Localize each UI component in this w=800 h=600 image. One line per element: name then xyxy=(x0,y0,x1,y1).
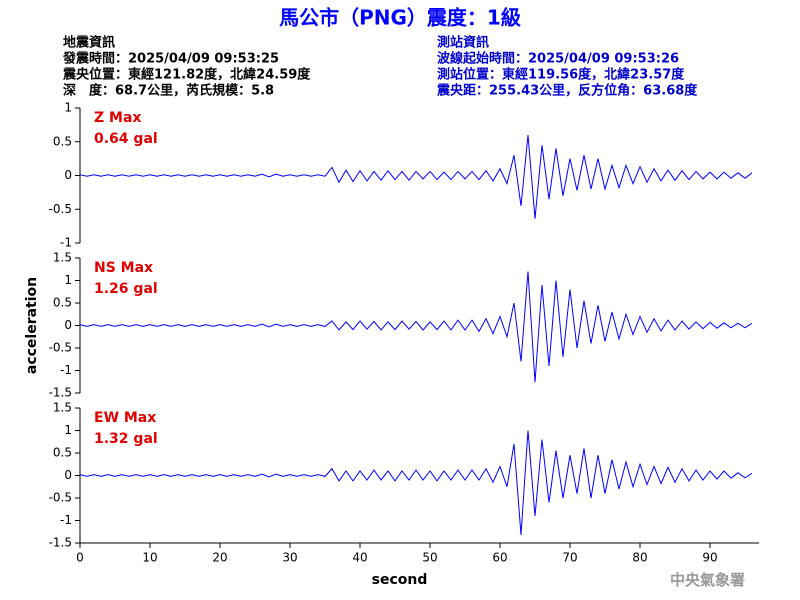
y-tick-label: 1.5 xyxy=(53,251,72,265)
annotation: 1.32 gal xyxy=(94,431,158,447)
x-tick-label: 80 xyxy=(632,551,647,565)
y-tick-label: -0.5 xyxy=(49,491,72,505)
waveform xyxy=(79,430,753,535)
info-text: 地震資訊 xyxy=(63,35,115,51)
annotation: EW Max xyxy=(94,410,156,426)
y-tick-label: -1.5 xyxy=(49,536,72,550)
info-text: 深 度：68.7公里，芮氏規模：5.8 xyxy=(63,83,274,99)
x-tick-label: 30 xyxy=(282,551,297,565)
x-tick-label: 10 xyxy=(142,551,157,565)
info-text: 發震時間：2025/04/09 09:53:25 xyxy=(62,51,279,67)
x-tick-label: 70 xyxy=(562,551,577,565)
waveform xyxy=(79,134,753,219)
y-tick-label: 0.5 xyxy=(53,446,72,460)
y-tick-label: -1 xyxy=(60,236,72,250)
y-tick-label: -0.5 xyxy=(49,341,72,355)
x-tick-label: 50 xyxy=(422,551,437,565)
info-text: 波線起始時間：2025/04/09 09:53:26 xyxy=(437,51,679,67)
y-tick-label: -1 xyxy=(60,513,72,527)
x-axis-label: second xyxy=(372,572,428,588)
annotation: Z Max xyxy=(94,110,141,126)
annotation: NS Max xyxy=(94,260,153,276)
y-tick-label: -1 xyxy=(60,363,72,377)
info-text: 震央位置：東經121.82度，北緯24.59度 xyxy=(62,67,311,83)
info-text: 測站資訊 xyxy=(437,35,489,51)
info-text: 測站位置：東經119.56度，北緯23.57度 xyxy=(437,67,685,83)
y-tick-label: -1.5 xyxy=(49,386,72,400)
footer: 中央氣象署 xyxy=(670,571,745,589)
info-text: 震央距：255.43公里，反方位角：63.68度 xyxy=(436,83,698,99)
waveform xyxy=(79,271,753,383)
x-tick-label: 90 xyxy=(702,551,717,565)
y-tick-label: 1 xyxy=(64,273,72,287)
annotation: 1.26 gal xyxy=(94,281,158,297)
y-tick-label: 1 xyxy=(64,101,72,115)
y-tick-label: 0.5 xyxy=(53,134,72,148)
x-tick-label: 60 xyxy=(492,551,507,565)
y-tick-label: 1 xyxy=(64,423,72,437)
y-tick-label: 0.5 xyxy=(53,296,72,310)
x-tick-label: 20 xyxy=(212,551,227,565)
y-axis-label: acceleration xyxy=(24,277,40,374)
title: 馬公市（PNG）震度：1級 xyxy=(279,6,521,30)
y-tick-label: 1.5 xyxy=(53,401,72,415)
annotation: 0.64 gal xyxy=(94,131,158,147)
x-tick-label: 0 xyxy=(76,551,84,565)
y-tick-label: 0 xyxy=(64,468,72,482)
y-tick-label: 0 xyxy=(64,168,72,182)
x-tick-label: 40 xyxy=(352,551,367,565)
y-tick-label: 0 xyxy=(64,318,72,332)
y-tick-label: -0.5 xyxy=(49,202,72,216)
